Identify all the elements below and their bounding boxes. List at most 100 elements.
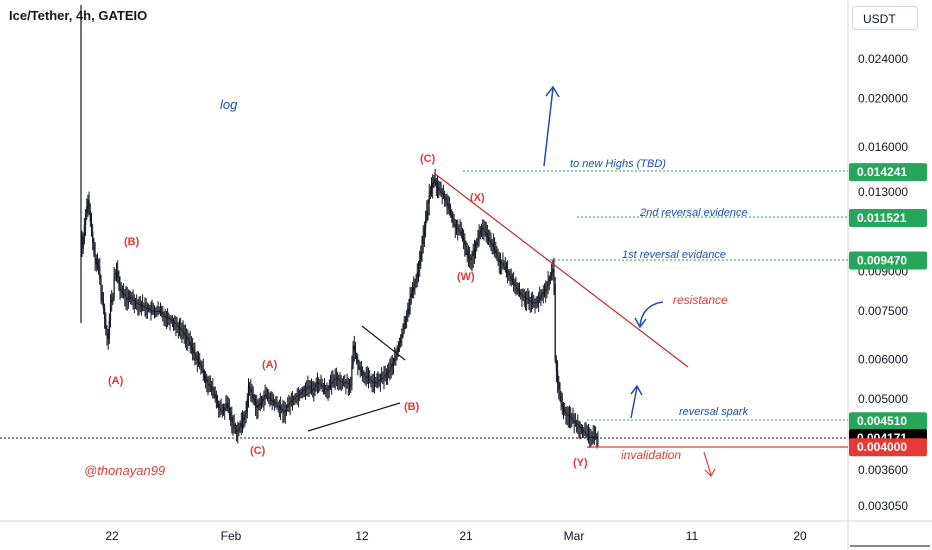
candle-body	[197, 360, 200, 363]
candle-body	[448, 206, 450, 210]
candle-body	[346, 382, 348, 384]
candle-body	[385, 374, 387, 376]
candle-body	[268, 396, 270, 398]
candle-body	[440, 191, 442, 193]
candle-body	[230, 412, 232, 418]
candle-body	[92, 232, 94, 243]
candle-body	[482, 228, 484, 230]
candle-body	[218, 404, 220, 408]
resistance-trendline[interactable]	[433, 172, 689, 368]
candle-body	[119, 283, 121, 289]
candle-body	[253, 397, 255, 402]
candle-body	[415, 277, 417, 284]
candle-body	[131, 297, 133, 299]
candle-body	[407, 308, 409, 315]
candle-body	[492, 244, 494, 248]
candle-body	[187, 338, 189, 341]
candle-body	[256, 404, 258, 408]
candle-body	[260, 401, 263, 404]
candle-body	[301, 391, 303, 393]
candle-body	[213, 390, 215, 394]
candle-body	[433, 178, 435, 183]
candle-body	[109, 302, 112, 321]
price-axis[interactable]: 0.0240000.0200000.0160000.0130000.009000…	[858, 52, 908, 513]
candle-body	[293, 398, 295, 400]
time-axis[interactable]: 22 Feb 12 21 Mar 11 20	[105, 529, 807, 543]
candle-body	[202, 369, 204, 373]
candle-body	[507, 271, 509, 274]
time-tick-label: 12	[355, 529, 369, 543]
candle-body	[435, 182, 437, 186]
candle-body	[560, 396, 562, 404]
wedge-trendline[interactable]	[361, 325, 406, 361]
candle-body	[132, 298, 134, 300]
candle-body	[212, 388, 214, 391]
candle-body	[280, 407, 282, 409]
candle-body	[216, 400, 219, 405]
candle-body	[85, 212, 87, 225]
candle-body	[150, 309, 152, 311]
candle-body	[436, 185, 439, 188]
candle-body	[299, 393, 301, 395]
candle-body	[555, 359, 557, 371]
candle-body	[392, 361, 395, 364]
candle-body	[378, 380, 380, 382]
candle-body	[362, 371, 364, 375]
candle-body	[320, 384, 322, 386]
candle-body	[81, 238, 83, 249]
candle-body	[515, 285, 517, 288]
candle-body	[88, 200, 90, 211]
candle-body	[287, 405, 289, 408]
candle-body	[381, 378, 383, 380]
candle-body	[518, 290, 521, 293]
candle-body	[266, 395, 269, 397]
candle-body	[309, 387, 311, 389]
candle-body	[219, 407, 221, 410]
candle-body	[338, 379, 340, 381]
candle-body	[276, 404, 278, 406]
candle-body	[561, 403, 563, 407]
candle-body	[105, 318, 107, 330]
candle-body	[225, 405, 227, 408]
candle-body	[529, 300, 531, 302]
candle-body	[532, 302, 534, 304]
candle-body	[347, 383, 349, 385]
candle-body	[313, 388, 315, 391]
candle-body	[483, 229, 485, 231]
candle-body	[149, 308, 151, 310]
candle-body	[192, 347, 194, 351]
candle-body	[458, 229, 460, 231]
candle-body	[177, 326, 179, 328]
candle-body	[209, 385, 211, 388]
support-trendline[interactable]	[307, 402, 401, 432]
price-tag-bg	[849, 251, 927, 270]
candle-body	[325, 388, 327, 390]
candle-body	[237, 429, 239, 432]
wave-label-w: (W)	[457, 271, 475, 283]
candle-body	[259, 403, 261, 405]
candle-body	[164, 315, 166, 317]
candle-body	[388, 370, 390, 373]
candle-body	[312, 389, 314, 391]
candle-body	[284, 410, 286, 413]
candle-body	[140, 304, 142, 306]
candle-body	[535, 301, 537, 303]
candle-body	[262, 398, 264, 402]
candle-body	[195, 355, 197, 358]
candle-body	[142, 305, 144, 307]
currency-button[interactable]: USDT	[852, 6, 918, 30]
candle-body	[348, 384, 351, 386]
price-tick-label: 0.007500	[858, 304, 908, 318]
candle-body	[406, 314, 408, 320]
candle-body	[90, 221, 93, 233]
candle-body	[263, 396, 265, 399]
candle-body	[322, 386, 324, 388]
candle-body	[559, 389, 561, 397]
wave-label-a1: (A)	[108, 375, 124, 387]
candle-body	[557, 370, 559, 383]
candle-body	[509, 274, 511, 277]
candle-body	[245, 412, 247, 415]
candle-body	[238, 428, 240, 430]
candle-body	[178, 327, 181, 329]
